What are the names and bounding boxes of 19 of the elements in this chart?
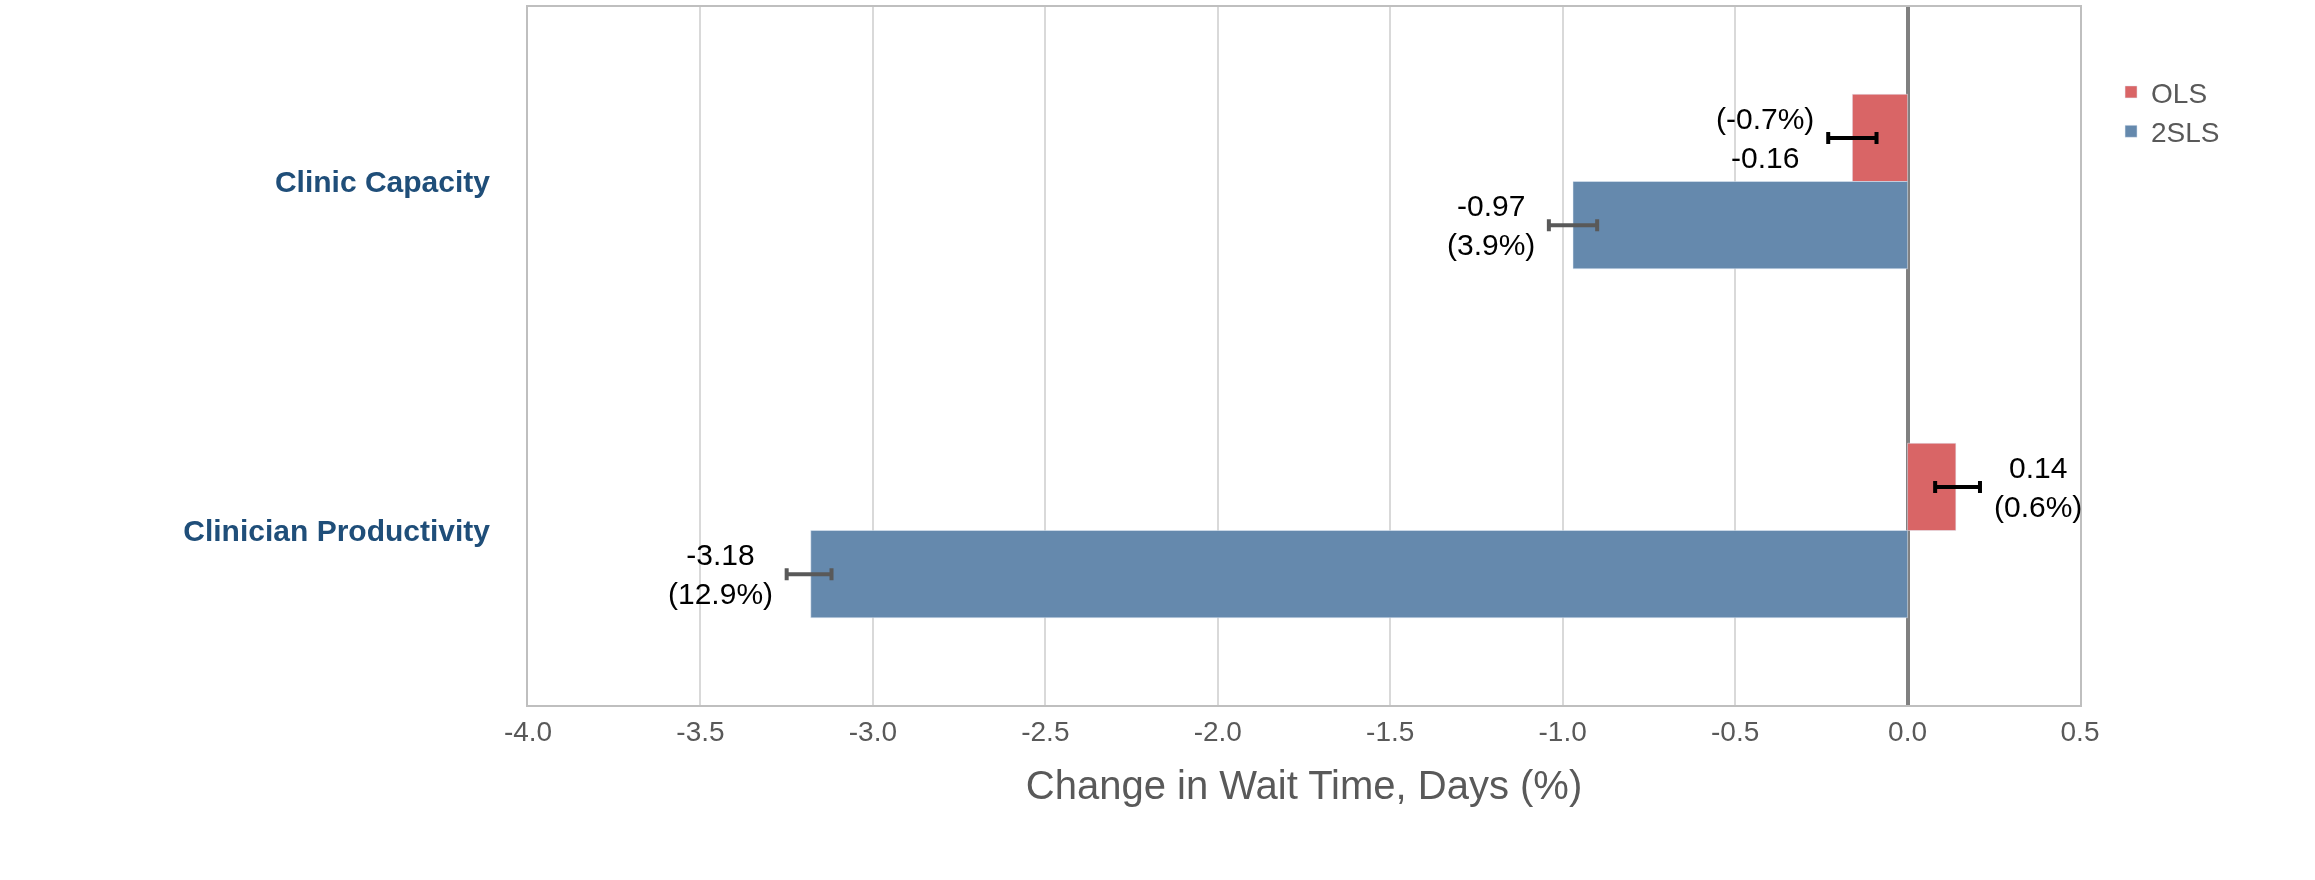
data-label: -3.18 (12.9%) <box>668 538 774 610</box>
x-tick-label: -3.0 <box>848 715 898 747</box>
x-tick-label: -4.0 <box>503 715 553 747</box>
y-tick-label: Clinic Capacity <box>274 165 491 198</box>
x-tick-label: -2.0 <box>1193 715 1242 747</box>
y-tick-label: Clinician Productivity <box>183 514 491 547</box>
x-tick-label: 0.5 <box>2060 715 2100 747</box>
data-label: (-0.7%) -0.16 <box>1716 102 1815 174</box>
x-tick-label: 0.0 <box>1888 715 1928 747</box>
data-label: 0.14 (0.6%) <box>1994 451 2083 523</box>
data-label: -0.97 (3.9%) <box>1447 189 1536 261</box>
x-tick-label: -1.0 <box>1538 715 1587 747</box>
legend-label: OLS <box>2151 77 2208 109</box>
x-tick-label: -1.5 <box>1366 715 1415 747</box>
x-tick-label: -2.5 <box>1021 715 1070 747</box>
x-tick-label: -0.5 <box>1710 715 1760 747</box>
x-tick-label: -3.5 <box>676 715 725 747</box>
legend-label: 2SLS <box>2151 117 2220 149</box>
x-axis-title: Change in Wait Time, Days (%) <box>1025 762 1583 807</box>
